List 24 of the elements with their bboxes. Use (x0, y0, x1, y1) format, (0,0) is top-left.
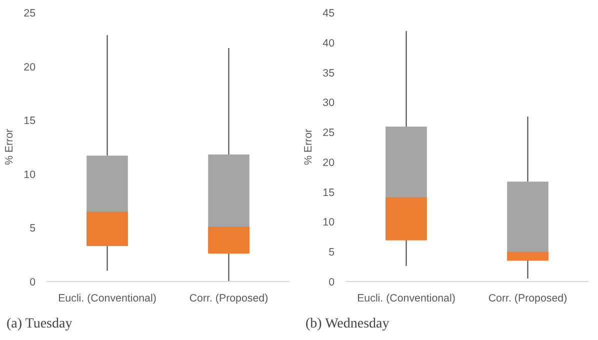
y-tick-label: 5 (30, 222, 36, 235)
y-tick-label: 5 (328, 246, 335, 259)
y-tick-label: 15 (322, 186, 335, 199)
y-tick-label: 10 (322, 216, 335, 229)
y-tick-label: 15 (24, 115, 36, 128)
y-tick-label: 0 (328, 276, 335, 288)
y-tick-label: 25 (24, 8, 36, 20)
text: (a) Tuesday (6, 316, 72, 332)
y-tick-label: 35 (322, 67, 335, 80)
y-tick-label: 20 (322, 156, 335, 169)
y-tick-label: 10 (24, 168, 36, 181)
x-tick-label: Eucli. (Conventional) (58, 292, 156, 304)
y-tick-label: 30 (322, 97, 335, 110)
x-tick-label: Corr. (Proposed) (488, 292, 568, 304)
y-tick-label: 45 (322, 8, 335, 20)
y-axis-title: % Error (4, 128, 16, 166)
y-tick-label: 0 (30, 276, 36, 288)
y-axis-title: % Error (302, 128, 315, 166)
text: (b) Wednesday (306, 316, 390, 332)
y-tick-label: 25 (322, 127, 335, 140)
x-tick-label: Corr. (Proposed) (189, 292, 268, 304)
x-tick-label: Eucli. (Conventional) (357, 292, 456, 304)
y-tick-label: 20 (24, 61, 36, 74)
y-tick-label: 40 (322, 37, 335, 50)
